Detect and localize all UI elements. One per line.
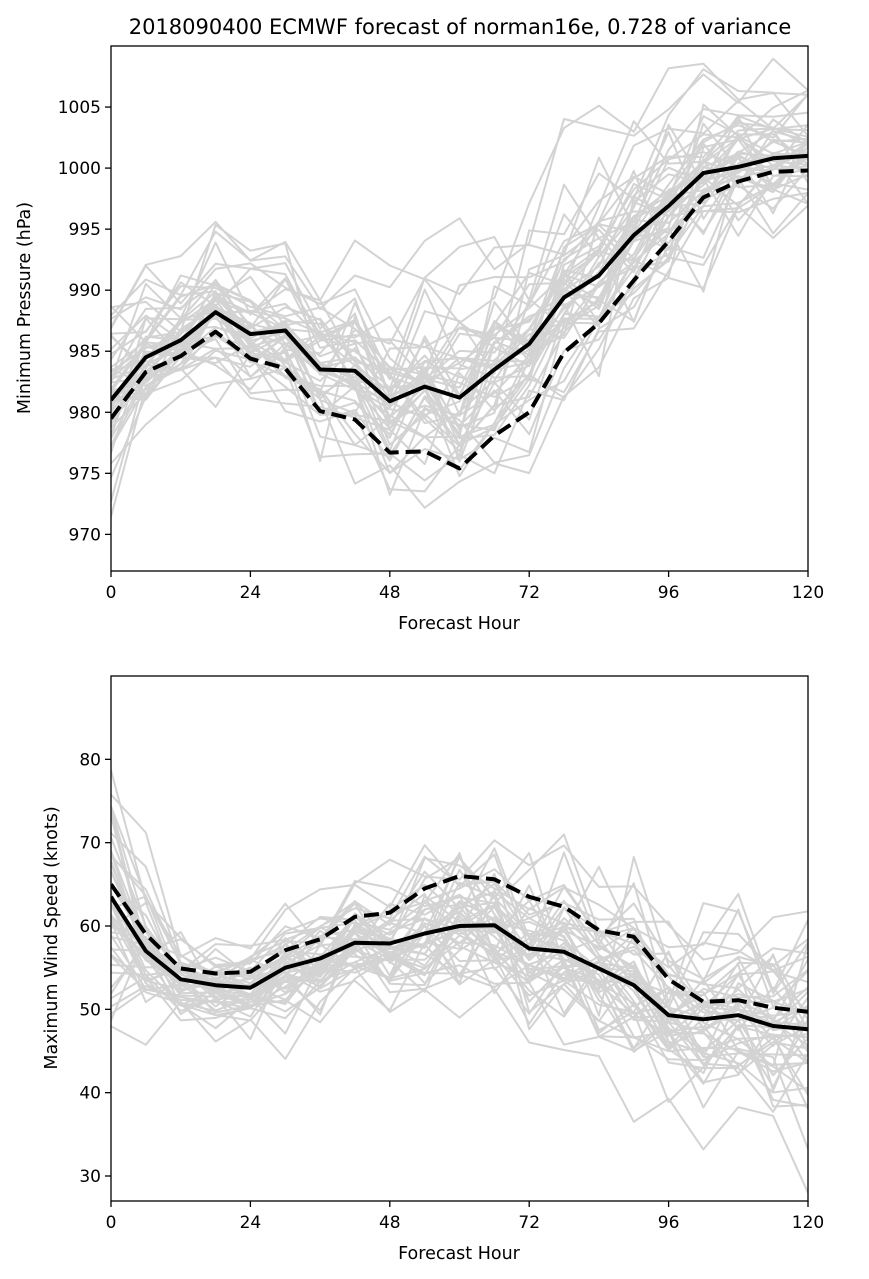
pressure-ensemble-member [111, 123, 808, 424]
wind-ensemble-member [111, 769, 808, 993]
pressure-ensemble-member [111, 89, 808, 376]
pressure-ensemble-member [111, 142, 808, 437]
wind-y-tick-label: 80 [79, 750, 101, 770]
wind-y-label: Maximum Wind Speed (knots) [42, 806, 62, 1069]
pressure-ensemble-member [111, 115, 808, 407]
pressure-y-tick-label: 1000 [58, 159, 101, 179]
pressure-ensemble-member [111, 155, 808, 458]
pressure-x-tick-label: 24 [240, 583, 262, 603]
pressure-solid-line [111, 153, 808, 404]
pressure-ensemble-member [111, 204, 808, 509]
pressure-chart: 0 24 48 72 96 120 97097598098599099510001005 … [15, 45, 824, 634]
pressure-axes-frame [110, 45, 809, 572]
wind-x-tick-label: 0 [106, 1213, 117, 1233]
wind-ensemble-member [111, 914, 808, 1110]
pressure-y-tick-label: 970 [69, 525, 101, 545]
pressure-ensemble-lines [111, 57, 808, 517]
wind-y-tick-label: 60 [79, 917, 101, 937]
wind-ensemble-member [111, 793, 808, 961]
pressure-ensemble-member [111, 132, 808, 447]
pressure-x-tick-label: 96 [658, 583, 680, 603]
wind-solid-line [111, 895, 808, 1032]
pressure-ensemble-member [111, 99, 808, 380]
wind-x-ticks: 0 24 48 72 96 120 [106, 1201, 824, 1233]
pressure-ensemble-member [111, 158, 808, 466]
pressure-ensemble-member [111, 163, 808, 502]
wind-x-label: Forecast Hour [398, 1244, 521, 1264]
pressure-x-ticks: 0 24 48 72 96 120 [106, 571, 824, 603]
pressure-ensemble-member [111, 133, 808, 381]
pressure-x-tick-label: 72 [518, 583, 540, 603]
wind-y-tick-label: 70 [79, 834, 101, 854]
wind-x-tick-label: 48 [379, 1213, 401, 1233]
wind-ensemble-member [111, 868, 808, 1088]
wind-y-tick-label: 30 [79, 1167, 101, 1187]
figure-title: 2018090400 ECMWF forecast of norman16e, … [129, 15, 792, 39]
pressure-dashed-line [111, 168, 808, 471]
pressure-y-tick-label: 985 [69, 342, 101, 362]
wind-series [111, 874, 808, 1032]
pressure-y-tick-label: 1005 [58, 98, 101, 118]
wind-ensemble-member [111, 894, 808, 1048]
pressure-ensemble-member [111, 57, 808, 328]
wind-ensemble-member [111, 967, 808, 1194]
wind-ensemble-lines [111, 769, 808, 1194]
wind-x-tick-label: 120 [792, 1213, 824, 1233]
pressure-y-ticks: 970 975 980 985 990 995 1000 1005 [58, 98, 111, 545]
pressure-y-tick-label: 975 [69, 464, 101, 484]
pressure-ensemble-member [111, 168, 808, 517]
pressure-x-label: Forecast Hour [398, 614, 521, 634]
pressure-y-tick-label: 980 [69, 403, 101, 423]
wind-ensemble-member [111, 807, 808, 1015]
pressure-x-tick-label: 0 [106, 583, 117, 603]
pressure-y-tick-label: 995 [69, 220, 101, 240]
wind-dashed-line [111, 874, 808, 1014]
wind-x-tick-label: 72 [518, 1213, 540, 1233]
pressure-y-tick-label: 990 [69, 281, 101, 301]
wind-ensemble-member [111, 850, 808, 1031]
wind-y-tick-label: 50 [79, 1000, 101, 1020]
pressure-x-tick-label: 48 [379, 583, 401, 603]
wind-axes-frame [110, 675, 809, 1202]
wind-y-ticks: 30 40 50 60 70 80 [79, 750, 111, 1187]
wind-ensemble-member [111, 868, 808, 1024]
wind-ensemble-member [111, 955, 808, 1109]
wind-y-tick-label: 40 [79, 1084, 101, 1104]
wind-x-tick-label: 24 [240, 1213, 262, 1233]
pressure-y-label: Minimum Pressure (hPa) [15, 202, 35, 414]
pressure-ensemble-member [111, 165, 808, 431]
wind-ensemble-member [111, 852, 808, 985]
pressure-ensemble-member [111, 129, 808, 478]
pressure-series [111, 153, 808, 471]
wind-x-tick-label: 96 [658, 1213, 680, 1233]
pressure-x-tick-label: 120 [792, 583, 824, 603]
